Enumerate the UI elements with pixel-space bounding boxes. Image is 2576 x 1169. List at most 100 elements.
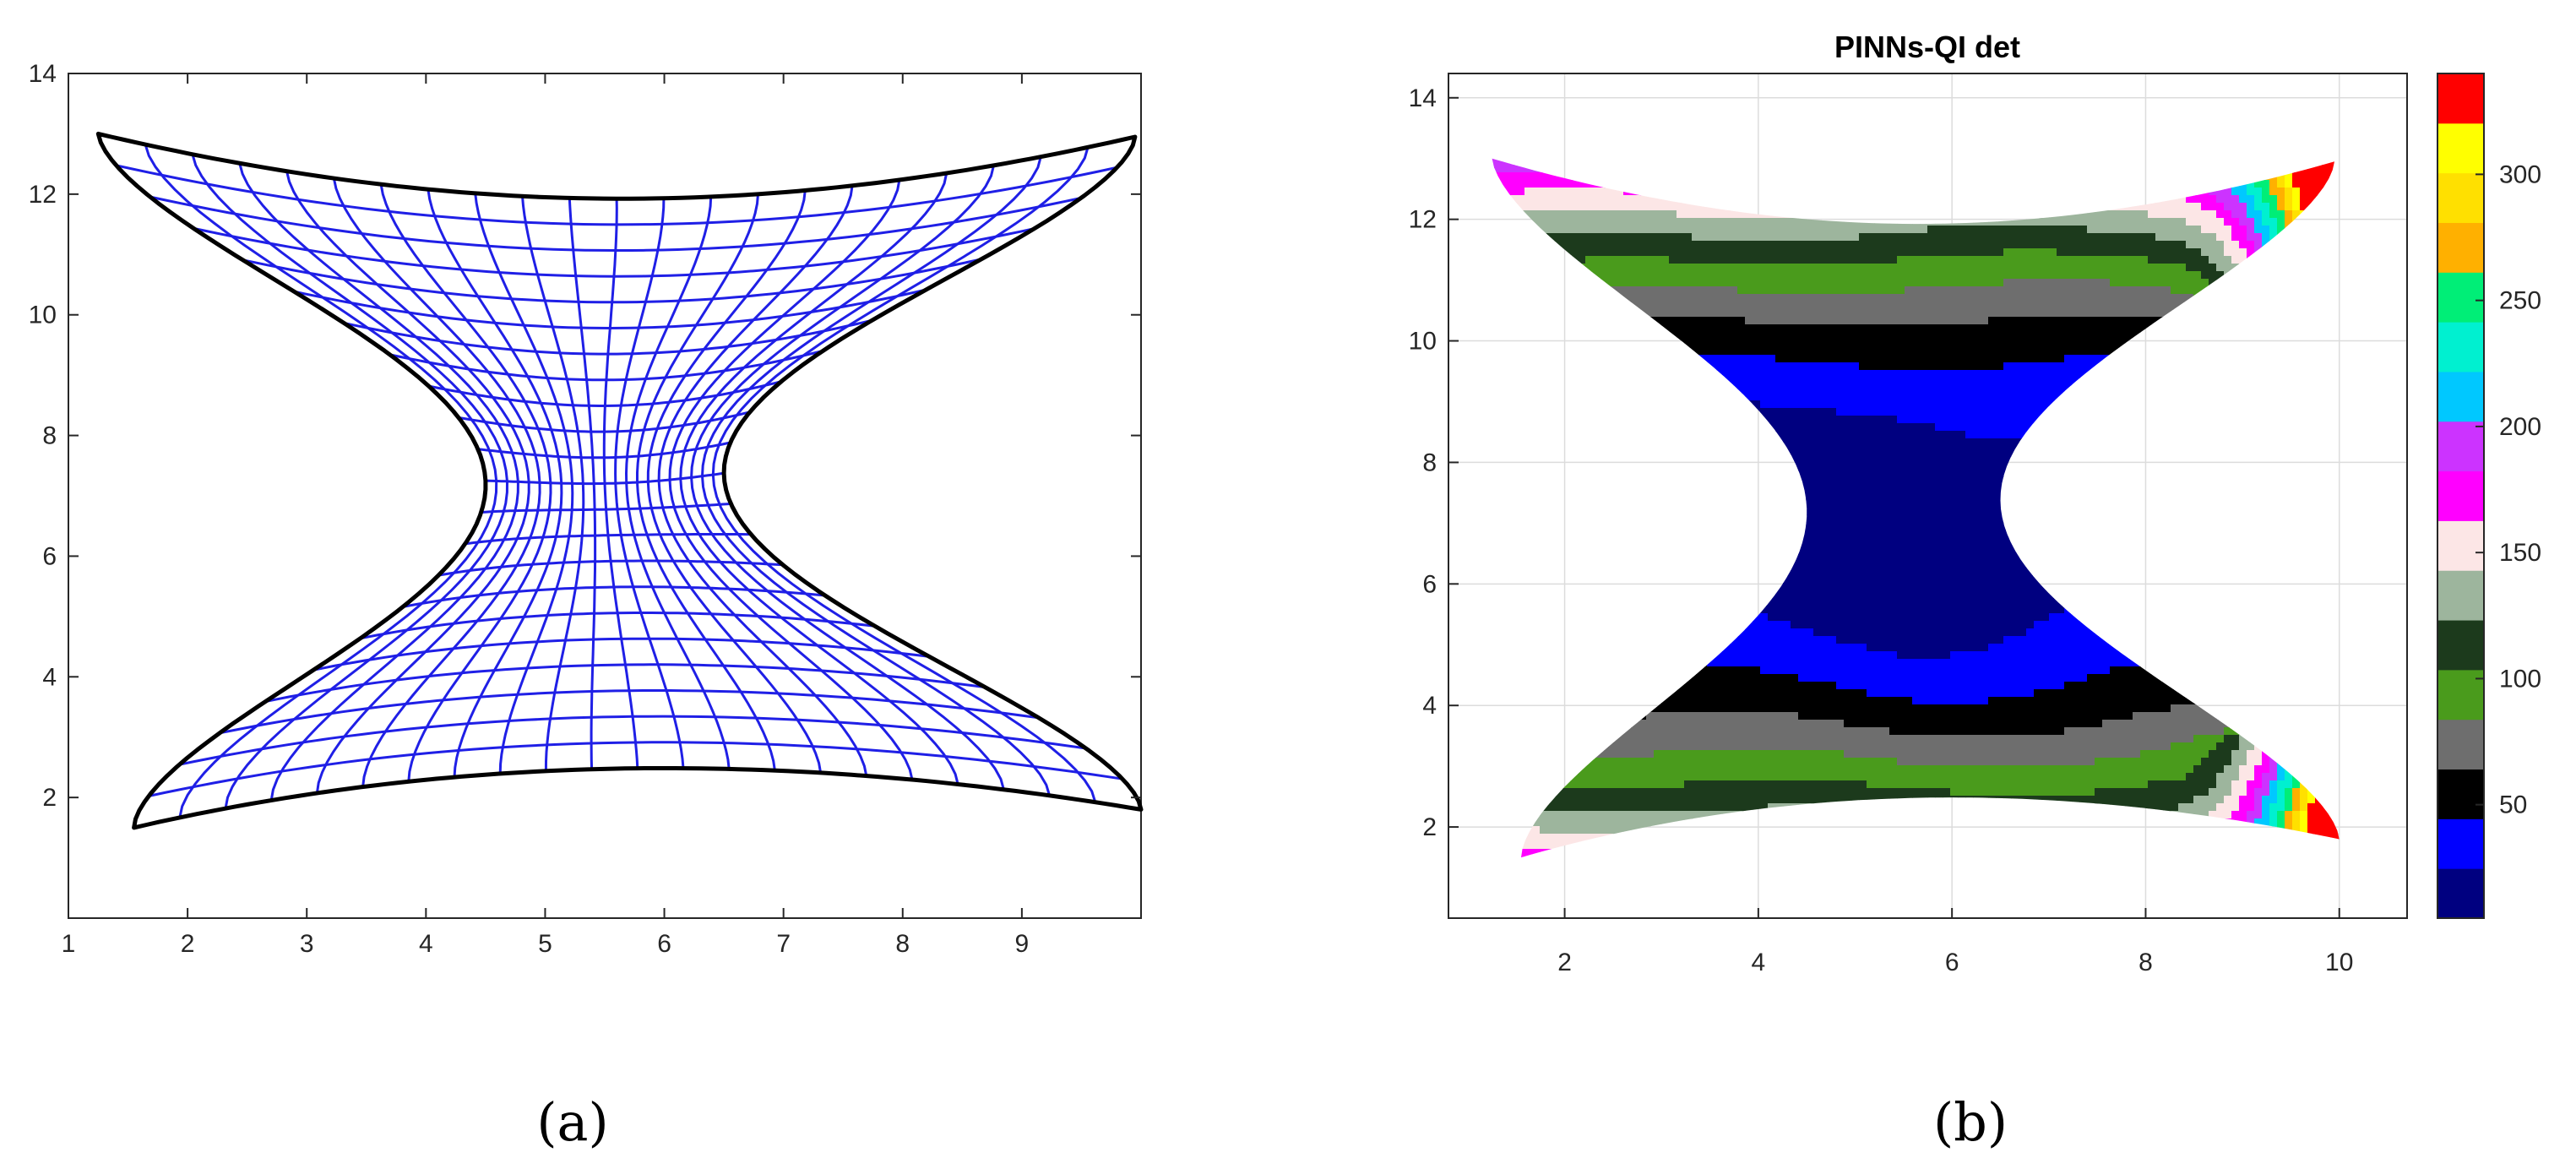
- contour-cell: [2079, 111, 2088, 120]
- contour-cell: [1935, 324, 1943, 333]
- contour-cell: [1920, 317, 1928, 325]
- contour-cell: [2072, 302, 2080, 310]
- contour-cell: [2133, 158, 2141, 166]
- contour-cell: [2399, 294, 2407, 302]
- contour-cell: [1646, 165, 1655, 173]
- contour-cell: [2034, 111, 2042, 120]
- contour-cell: [2171, 180, 2179, 188]
- contour-cell: [2376, 210, 2384, 219]
- contour-cell: [1517, 264, 1525, 272]
- contour-cell: [1578, 302, 1586, 310]
- contour-cell: [1768, 81, 1776, 90]
- contour-cell: [1532, 158, 1541, 166]
- contour-cell: [1578, 362, 1586, 371]
- contour-cell: [1768, 218, 1776, 226]
- contour-cell: [1692, 347, 1700, 356]
- contour-cell: [2026, 241, 2035, 249]
- contour-cell: [2315, 317, 2323, 325]
- contour-cell: [2277, 150, 2285, 158]
- contour-cell: [1905, 324, 1913, 333]
- contour-cell: [1836, 256, 1845, 264]
- contour-cell: [1502, 362, 1510, 371]
- contour-cell: [2125, 264, 2133, 272]
- contour-cell: [2247, 172, 2255, 181]
- contour-cell: [2323, 309, 2331, 318]
- contour-cell: [2064, 347, 2073, 356]
- contour-cell: [2178, 256, 2187, 264]
- contour-cell: [1570, 286, 1579, 295]
- contour-cell: [2383, 81, 2392, 90]
- contour-cell: [1889, 150, 1898, 158]
- contour-cell: [1684, 271, 1693, 280]
- contour-cell: [2163, 158, 2171, 166]
- contour-cell: [1646, 81, 1655, 90]
- contour-cell: [1540, 302, 1548, 310]
- contour-cell: [1448, 317, 1457, 325]
- contour-cell: [1912, 172, 1921, 181]
- contour-cell: [1540, 218, 1548, 226]
- contour-cell: [2171, 233, 2179, 242]
- contour-cell: [2178, 142, 2187, 150]
- contour-cell: [1616, 264, 1624, 272]
- contour-cell: [2011, 119, 2019, 128]
- contour-cell: [1562, 142, 1571, 150]
- contour-cell: [1821, 264, 1829, 272]
- contour-cell: [2178, 218, 2187, 226]
- contour-cell: [2323, 347, 2331, 356]
- contour-cell: [1760, 119, 1769, 128]
- contour-cell: [2057, 73, 2065, 82]
- contour-cell: [2247, 203, 2255, 211]
- contour-cell: [1540, 150, 1548, 158]
- contour-cell: [1996, 180, 2004, 188]
- contour-cell: [1654, 73, 1662, 82]
- contour-cell: [1494, 332, 1503, 340]
- contour-cell: [1699, 309, 1708, 318]
- contour-cell: [1464, 142, 1472, 150]
- contour-cell: [2231, 180, 2240, 188]
- contour-cell: [2171, 158, 2179, 166]
- contour-cell: [1471, 119, 1480, 128]
- contour-cell: [2209, 241, 2217, 249]
- contour-cell: [2285, 150, 2293, 158]
- contour-cell: [1806, 317, 1814, 325]
- contour-cell: [1540, 317, 1548, 325]
- contour-cell: [1570, 210, 1579, 219]
- contour-cell: [2201, 271, 2209, 280]
- contour-cell: [1889, 233, 1898, 242]
- contour-cell: [1798, 119, 1807, 128]
- contour-cell: [1935, 256, 1943, 264]
- contour-cell: [1912, 81, 1921, 90]
- contour-cell: [1608, 81, 1617, 90]
- contour-cell: [2307, 324, 2316, 333]
- contour-cell: [2345, 150, 2354, 158]
- contour-cell: [2163, 81, 2171, 90]
- contour-cell: [1821, 294, 1829, 302]
- contour-cell: [1616, 294, 1624, 302]
- contour-cell: [1692, 165, 1700, 173]
- contour-cell: [2026, 324, 2035, 333]
- contour-cell: [1996, 241, 2004, 249]
- contour-cell: [2041, 279, 2050, 287]
- contour-cell: [1654, 180, 1662, 188]
- contour-cell: [2307, 332, 2316, 340]
- contour-cell: [2125, 218, 2133, 226]
- contour-cell: [1699, 218, 1708, 226]
- contour-cell: [1677, 111, 1685, 120]
- contour-cell: [1600, 150, 1609, 158]
- contour-cell: [2277, 89, 2285, 97]
- contour-cell: [2178, 150, 2187, 158]
- contour-cell: [2072, 264, 2080, 272]
- contour-cell: [1471, 104, 1480, 112]
- contour-cell: [2323, 317, 2331, 325]
- contour-cell: [2345, 347, 2354, 356]
- contour-cell: [1760, 111, 1769, 120]
- contour-cell: [1829, 188, 1837, 196]
- contour-cell: [2049, 218, 2057, 226]
- contour-cell: [1593, 195, 1601, 204]
- contour-cell: [2216, 180, 2225, 188]
- contour-cell: [1661, 134, 1670, 143]
- contour-cell: [1836, 81, 1845, 90]
- contour-cell: [2262, 302, 2270, 310]
- contour-cell: [2323, 355, 2331, 363]
- contour-cell: [2064, 340, 2073, 348]
